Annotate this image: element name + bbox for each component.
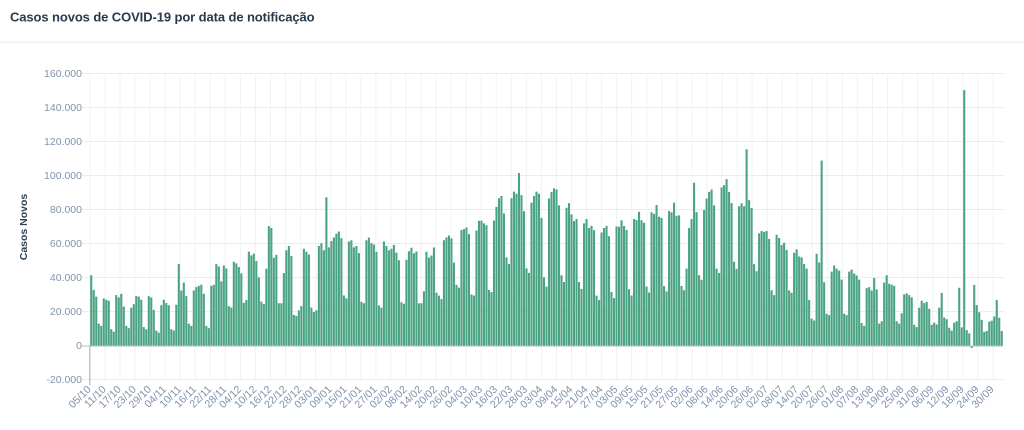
svg-text:-20.000: -20.000 [46, 374, 82, 386]
svg-text:120.000: 120.000 [44, 136, 82, 148]
svg-text:Casos novos de COVID-19 por da: Casos novos de COVID-19 por data de noti… [10, 9, 315, 24]
svg-text:80.000: 80.000 [50, 204, 82, 216]
svg-text:0: 0 [76, 340, 82, 352]
svg-text:140.000: 140.000 [44, 102, 82, 114]
svg-text:20.000: 20.000 [50, 306, 82, 318]
svg-text:40.000: 40.000 [50, 272, 82, 284]
svg-text:60.000: 60.000 [50, 238, 82, 250]
svg-text:100.000: 100.000 [44, 170, 82, 182]
svg-text:Casos Novos: Casos Novos [18, 194, 30, 261]
svg-text:160.000: 160.000 [44, 68, 82, 80]
